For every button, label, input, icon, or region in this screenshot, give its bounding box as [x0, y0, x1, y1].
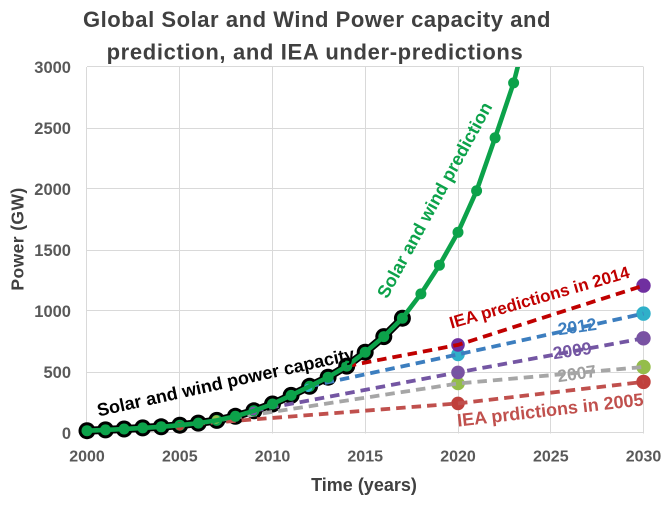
svg-text:2030: 2030 — [626, 449, 662, 466]
svg-text:1500: 1500 — [34, 242, 71, 260]
svg-text:Global Solar and Wind Power ca: Global Solar and Wind Power capacity and — [83, 7, 551, 32]
svg-text:1000: 1000 — [34, 303, 71, 321]
svg-text:prediction, and IEA under-pred: prediction, and IEA under-predictions — [107, 40, 524, 65]
svg-text:2005: 2005 — [162, 449, 198, 466]
svg-text:2025: 2025 — [533, 449, 569, 466]
svg-text:500: 500 — [43, 364, 71, 382]
svg-text:2010: 2010 — [255, 449, 291, 466]
svg-text:2000: 2000 — [69, 449, 105, 466]
svg-text:Time (years): Time (years) — [311, 475, 417, 495]
svg-text:2015: 2015 — [347, 449, 383, 466]
svg-text:2020: 2020 — [440, 449, 476, 466]
svg-text:2500: 2500 — [34, 120, 71, 138]
svg-text:Power (GW): Power (GW) — [8, 187, 28, 290]
svg-text:3000: 3000 — [34, 59, 71, 77]
svg-text:2000: 2000 — [34, 181, 71, 199]
svg-text:0: 0 — [62, 425, 71, 443]
